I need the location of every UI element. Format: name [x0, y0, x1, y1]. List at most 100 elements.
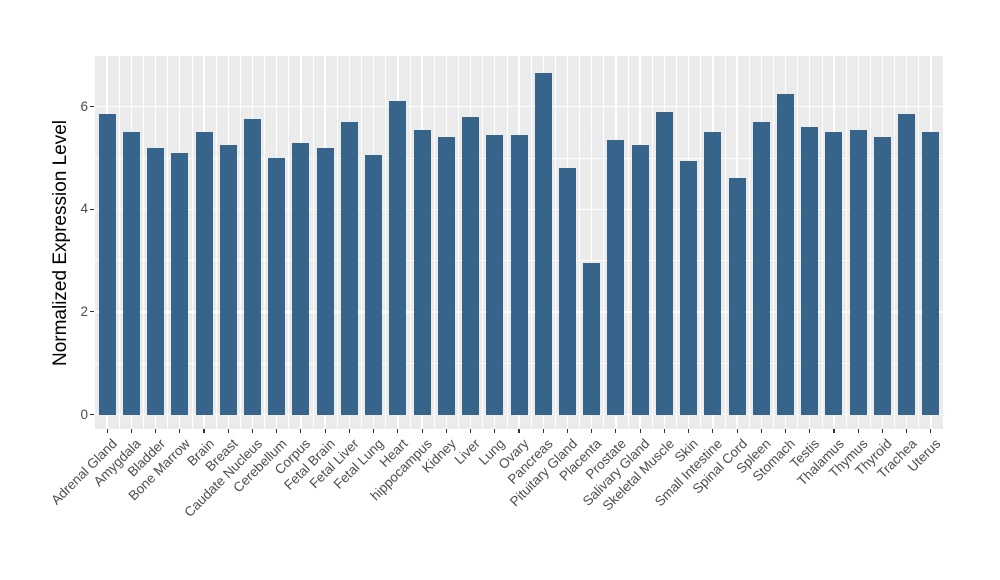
- x-tick-mark: [784, 429, 787, 433]
- bar: [171, 152, 189, 415]
- gridline-x-minor: [651, 56, 653, 429]
- bar: [389, 101, 407, 415]
- gridline-x-minor: [361, 56, 362, 429]
- bar: [365, 155, 383, 415]
- y-tick-label: 0: [80, 406, 88, 422]
- bar: [147, 147, 165, 415]
- gridline-x-minor: [458, 56, 459, 429]
- x-tick-mark: [518, 429, 520, 433]
- y-tick-label: 6: [80, 98, 88, 114]
- x-tick-mark: [300, 429, 302, 433]
- y-axis-title-text: Normalized Expression Level: [50, 119, 71, 366]
- x-tick-mark: [881, 429, 883, 433]
- bar: [219, 145, 237, 415]
- gridline-x-minor: [482, 56, 483, 429]
- x-tick-mark: [155, 429, 157, 433]
- x-tick-mark: [348, 429, 350, 433]
- x-tick-mark: [324, 429, 326, 433]
- bar: [704, 132, 722, 415]
- x-tick-mark: [130, 429, 132, 433]
- gridline-x-minor: [118, 56, 120, 429]
- x-tick-label-text: Liver: [451, 436, 484, 468]
- bar: [583, 263, 601, 415]
- gridline-x-minor: [676, 56, 677, 429]
- x-tick-mark: [542, 429, 544, 433]
- gridline-x-minor: [409, 56, 411, 429]
- bar: [558, 168, 576, 415]
- bar: [752, 122, 770, 415]
- bar: [413, 129, 431, 415]
- x-tick-mark: [469, 429, 472, 433]
- bar: [680, 160, 698, 415]
- x-tick-mark: [712, 429, 714, 433]
- x-tick-mark: [494, 429, 496, 433]
- y-tick-label: 2: [80, 303, 88, 319]
- gridline-x-minor: [773, 56, 774, 429]
- gridline-x-minor: [821, 56, 823, 429]
- gridline-x-minor: [336, 56, 338, 429]
- x-tick-mark: [227, 429, 229, 433]
- bar: [777, 93, 794, 415]
- x-tick-mark: [639, 429, 641, 433]
- bar: [98, 114, 116, 415]
- bar: [922, 132, 940, 415]
- bar: [898, 114, 916, 415]
- gridline-x-minor: [240, 56, 241, 429]
- y-tick-mark: [90, 106, 94, 108]
- gridline-x-minor: [143, 56, 144, 429]
- bar: [195, 132, 213, 415]
- gridline-x-minor: [264, 56, 265, 429]
- y-tick-mark: [90, 208, 94, 210]
- gridline-x-minor: [845, 56, 847, 429]
- gridline-x-minor: [191, 56, 193, 429]
- x-tick-mark: [906, 429, 908, 433]
- x-tick-mark: [663, 429, 665, 433]
- bar: [122, 132, 140, 415]
- plot-panel: [95, 56, 943, 429]
- bar: [728, 178, 746, 415]
- gridline-x-minor: [797, 56, 798, 429]
- gridline-x-minor: [894, 56, 895, 429]
- gridline-x-minor: [167, 56, 169, 429]
- x-tick-mark: [106, 429, 108, 433]
- y-tick-mark: [90, 311, 94, 313]
- x-tick-mark: [276, 429, 278, 433]
- bar: [801, 127, 819, 415]
- bar: [243, 119, 261, 415]
- gridline-x-minor: [506, 56, 508, 429]
- x-tick-mark: [445, 429, 447, 433]
- gridline-x-minor: [627, 56, 629, 429]
- bar: [340, 122, 358, 415]
- gridline-x-minor: [603, 56, 605, 429]
- bar: [437, 137, 455, 415]
- gridline-x-minor: [579, 56, 580, 429]
- gridline-x-minor: [530, 56, 532, 429]
- bar: [873, 137, 891, 415]
- gridline-x-minor: [215, 56, 217, 429]
- x-tick-mark: [397, 429, 399, 433]
- bar: [825, 132, 843, 415]
- x-tick-mark: [736, 429, 738, 433]
- x-tick-mark: [833, 429, 835, 433]
- bar: [655, 111, 673, 415]
- x-tick-mark: [203, 429, 205, 433]
- gridline-x-minor: [312, 56, 314, 429]
- gridline-x-minor: [433, 56, 435, 429]
- gridline-x-minor: [869, 56, 871, 429]
- bar: [631, 145, 649, 415]
- x-tick-mark: [615, 429, 617, 433]
- gridline-x-minor: [748, 56, 750, 429]
- bar: [534, 73, 552, 415]
- x-tick-mark: [251, 429, 254, 433]
- bar: [462, 116, 480, 415]
- x-tick-mark: [809, 429, 811, 433]
- gridline-x-minor: [554, 56, 556, 429]
- x-tick-mark: [591, 429, 593, 433]
- bar: [316, 147, 334, 415]
- gridline-x-minor: [288, 56, 290, 429]
- gridline-x-major: [590, 56, 593, 429]
- gridline-x-minor: [700, 56, 702, 429]
- bar: [486, 134, 504, 415]
- gridline-x-minor: [385, 56, 387, 429]
